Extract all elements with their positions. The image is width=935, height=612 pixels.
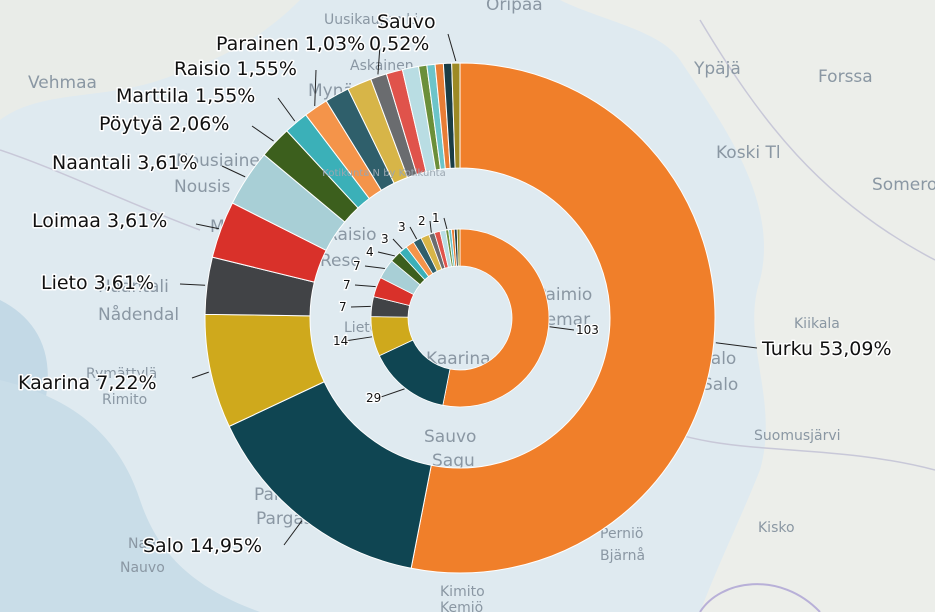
inner-slice-label: 29 bbox=[366, 391, 381, 405]
outer-slice-label: Turku 53,09% bbox=[761, 338, 892, 360]
leader-line bbox=[283, 520, 303, 546]
leader-line bbox=[443, 217, 448, 230]
outer-slice-label: Parainen 1,03% bbox=[216, 33, 365, 55]
leader-line bbox=[364, 265, 385, 269]
leader-line bbox=[314, 69, 317, 107]
inner-slice bbox=[456, 228, 461, 267]
leader-line bbox=[429, 220, 432, 233]
outer-slice-label: Naantali 3,61% bbox=[52, 152, 198, 174]
leader-line bbox=[179, 283, 206, 286]
inner-slice-label: 4 bbox=[366, 245, 374, 259]
leader-line bbox=[377, 44, 381, 75]
leader-line bbox=[392, 238, 403, 250]
map-place-label: Rimito bbox=[102, 392, 147, 408]
map-place-label: Ypäjä bbox=[693, 59, 741, 79]
map-place-label: Askainen bbox=[350, 58, 414, 74]
map-place-label: Sauvo bbox=[424, 427, 476, 447]
map-place-label: Naantali bbox=[98, 277, 169, 297]
leader-line bbox=[221, 165, 246, 178]
map-place-label: Bjärnå bbox=[600, 547, 645, 564]
leader-line bbox=[195, 223, 220, 230]
map-place-label: Lieto bbox=[344, 320, 378, 336]
map-place-label: Nousis bbox=[174, 177, 230, 197]
leader-line bbox=[350, 305, 371, 308]
map-place-label: Nauvo bbox=[120, 560, 165, 576]
map-place-label: Uusikaupunki bbox=[324, 12, 418, 28]
map-place-label: Koski Tl bbox=[716, 143, 781, 163]
map-place-label: Vehmaa bbox=[28, 73, 97, 93]
outer-slice-turku bbox=[410, 62, 716, 574]
inner-slice-label: 3 bbox=[398, 220, 406, 234]
inner-slice-label: 14 bbox=[333, 334, 348, 348]
map-place-label: Nousiainen bbox=[176, 151, 271, 171]
inner-slice bbox=[442, 228, 550, 408]
outer-slice-label: Salo 14,95% bbox=[143, 535, 262, 557]
map-place-label: Nagu bbox=[128, 536, 165, 552]
map-place-label: Kisko bbox=[758, 520, 795, 536]
outer-slice-sauvo bbox=[451, 62, 461, 169]
inner-slice-label: 2 bbox=[418, 214, 426, 228]
map-place-label: Rymättylä bbox=[86, 366, 157, 382]
inner-slice-label: 7 bbox=[339, 300, 347, 314]
map-place-label: Paimio bbox=[536, 285, 592, 305]
outer-slice-label: Sauvo 0,52% bbox=[369, 11, 436, 55]
leader-line bbox=[377, 388, 405, 399]
inner-slice-label: 3 bbox=[381, 232, 389, 246]
outer-slice-label: Loimaa 3,61% bbox=[32, 210, 167, 232]
leader-line bbox=[377, 251, 395, 257]
inner-ring bbox=[370, 228, 550, 408]
leader-line bbox=[447, 33, 457, 62]
map-place-label: Salo bbox=[702, 375, 738, 395]
map-place-label: Sagu bbox=[432, 451, 475, 471]
leader-line bbox=[549, 326, 575, 331]
map-place-label: Kiikala bbox=[794, 316, 840, 332]
map-place-label: Somero bbox=[872, 175, 935, 195]
map-place-label: Forssa bbox=[818, 67, 873, 87]
inner-ring-caption: Kotikunta N by Kotikunta bbox=[322, 168, 445, 179]
map-place-label: Kemiö bbox=[440, 600, 483, 612]
outer-slice-label: Marttila 1,55% bbox=[116, 85, 255, 107]
leader-line bbox=[344, 336, 373, 342]
map-place-label: Pemar bbox=[536, 310, 590, 330]
inner-slice-label: 7 bbox=[343, 278, 351, 292]
map-place-label: Nådendal bbox=[98, 304, 179, 325]
leader-line bbox=[191, 371, 209, 379]
inner-slice-label: 7 bbox=[353, 259, 361, 273]
leader-line bbox=[354, 284, 376, 288]
map-place-label: Oripää bbox=[486, 0, 543, 15]
leader-line bbox=[277, 97, 296, 122]
outer-slice-label: Kaarina 7,22% bbox=[18, 372, 157, 394]
inner-slice-label: 1 bbox=[432, 211, 440, 225]
outer-ring bbox=[204, 62, 716, 574]
leader-line bbox=[715, 342, 758, 349]
map-place-label: Reso bbox=[320, 251, 361, 271]
map-place-label: Suomusjärvi bbox=[754, 428, 841, 444]
outer-ring-labels: Turku 53,09% Salo 14,95% Kaarina 7,22% Liet… bbox=[17, 10, 894, 559]
outer-slice-label: Pöytyä 2,06% bbox=[99, 113, 229, 135]
inner-slice-label: 103 bbox=[576, 323, 599, 337]
map-place-label: Kimito bbox=[440, 584, 485, 600]
leader-line bbox=[409, 226, 418, 240]
outer-slice-label: Lieto 3,61% bbox=[41, 272, 154, 294]
leader-line bbox=[251, 125, 274, 142]
map-place-label: Kaarina bbox=[426, 349, 491, 369]
map-place-label: Perniö bbox=[600, 526, 643, 542]
outer-slice-label: Raisio 1,55% bbox=[174, 58, 297, 80]
